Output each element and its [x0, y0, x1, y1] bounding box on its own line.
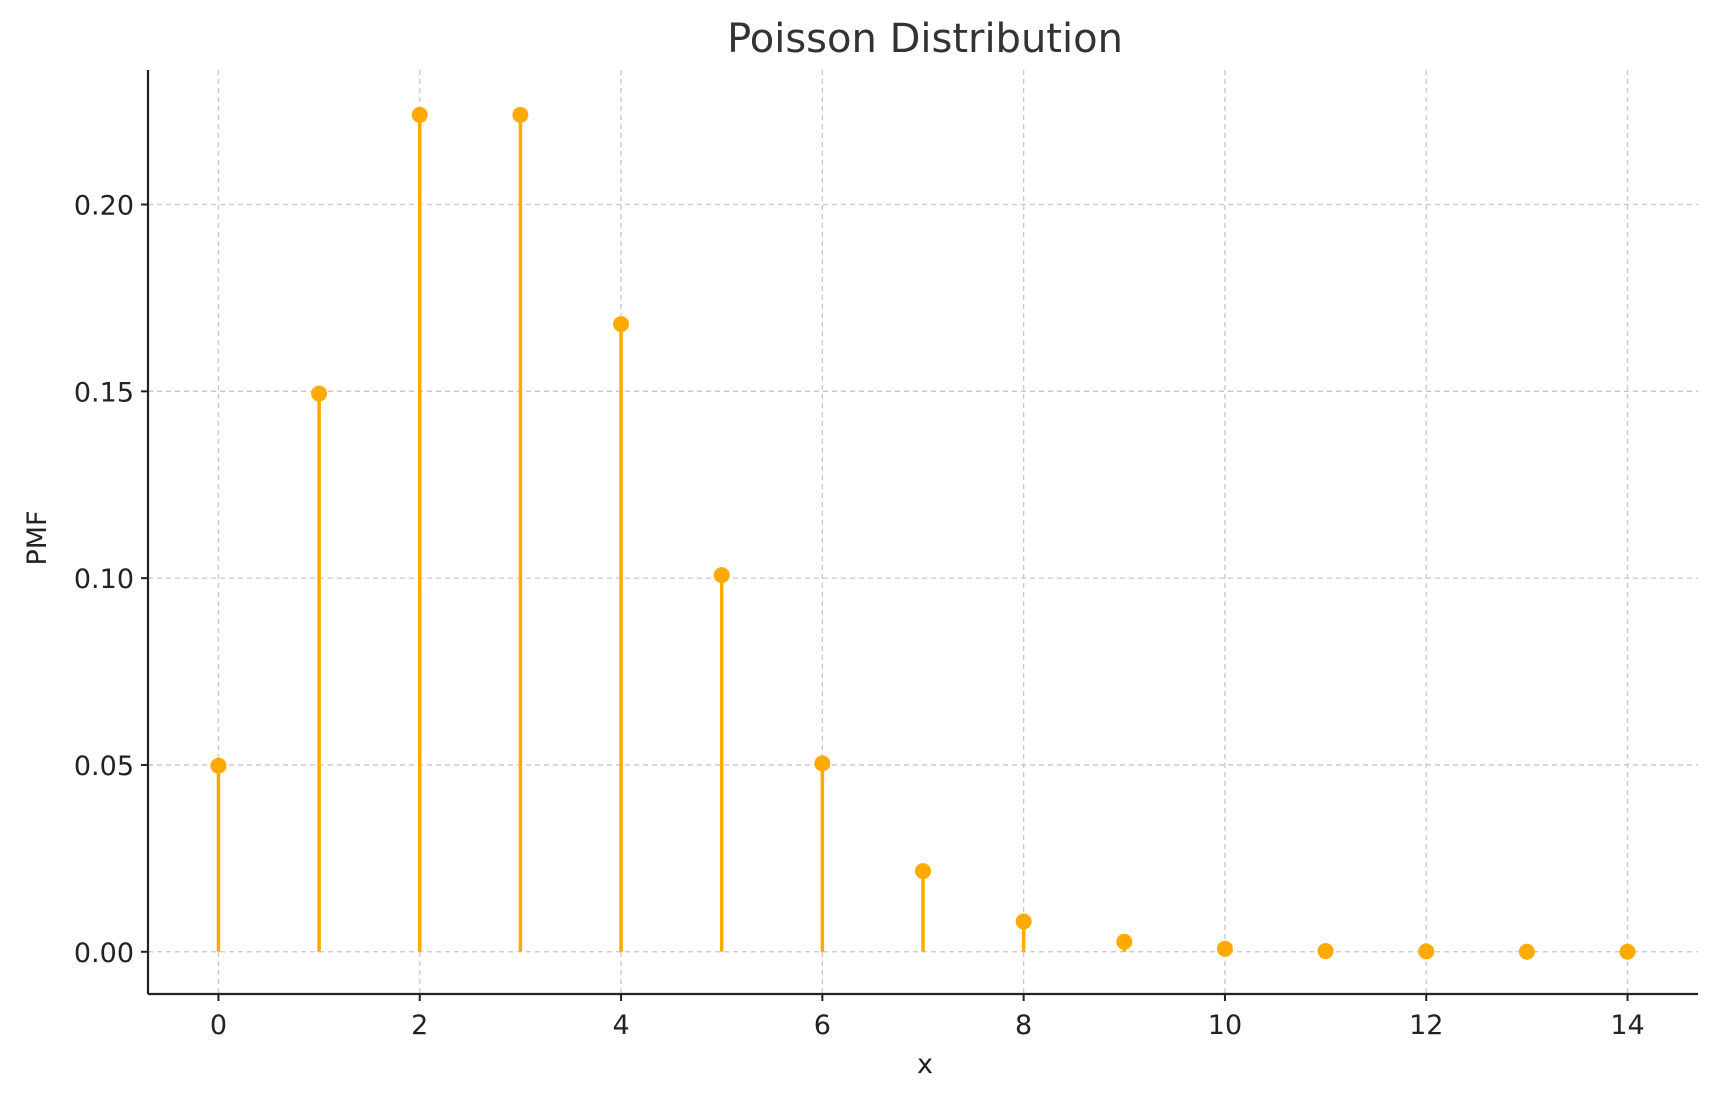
grid-layer — [148, 70, 1698, 994]
stems-layer — [210, 106, 1636, 960]
x-tick-label: 4 — [612, 1010, 629, 1041]
y-tick-label: 0.20 — [74, 191, 134, 222]
x-tick-label: 6 — [814, 1010, 831, 1041]
stem-marker — [1317, 943, 1334, 960]
y-tick-label: 0.00 — [74, 938, 134, 969]
stem-marker — [411, 106, 428, 123]
x-tick-label: 12 — [1409, 1010, 1443, 1041]
y-tick-label: 0.05 — [74, 751, 134, 782]
stem-marker — [512, 106, 529, 123]
stem-marker — [1418, 943, 1435, 960]
stem-marker — [713, 567, 730, 584]
stem-marker — [1116, 933, 1133, 950]
stem-marker — [1216, 940, 1233, 957]
chart-title: Poisson Distribution — [727, 16, 1123, 62]
y-axis-label: PMF — [22, 510, 53, 565]
ticks-layer: 0 2 4 6 8 10 12 14 0.00 0.05 0.10 0.15 0.20 — [74, 191, 1645, 1041]
stem-marker — [210, 757, 227, 774]
x-tick-label: 14 — [1610, 1010, 1644, 1041]
stem-marker — [1518, 943, 1535, 960]
x-axis-label: x — [917, 1049, 933, 1080]
x-tick-label: 8 — [1015, 1010, 1032, 1041]
stem-marker — [1015, 913, 1032, 930]
x-tick-label: 0 — [210, 1010, 227, 1041]
stem-marker — [311, 385, 328, 402]
stem-marker — [1619, 943, 1636, 960]
x-tick-label: 10 — [1208, 1010, 1242, 1041]
x-tick-label: 2 — [411, 1010, 428, 1041]
stem-marker — [613, 316, 630, 333]
axes-layer — [146, 70, 1698, 996]
y-tick-label: 0.10 — [74, 564, 134, 595]
stem-marker — [915, 863, 931, 880]
stem-marker — [814, 755, 831, 772]
y-tick-label: 0.15 — [74, 377, 134, 408]
